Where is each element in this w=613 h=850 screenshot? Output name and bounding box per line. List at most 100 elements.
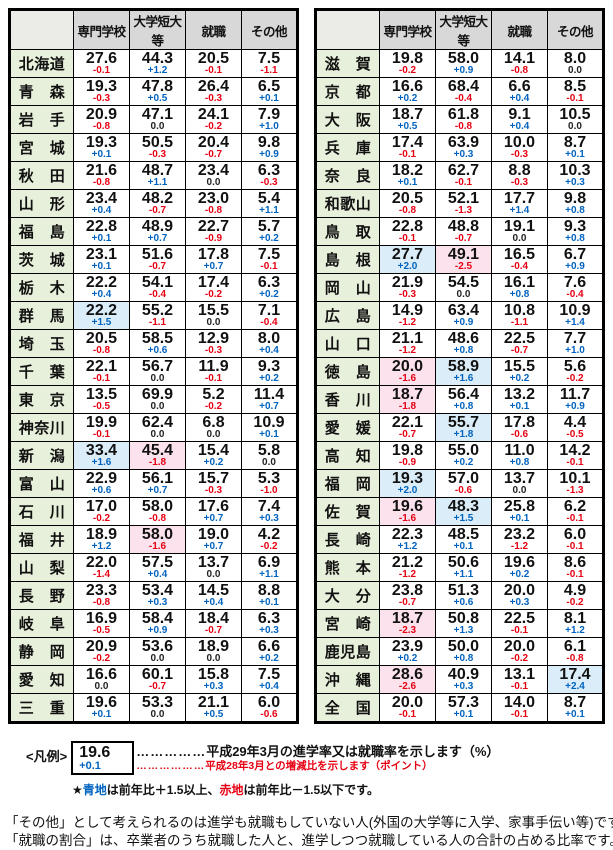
stat-delta: -0.3 bbox=[148, 148, 167, 160]
stat-value: 58.5 bbox=[141, 329, 174, 347]
stat-cell: 52.1 -1.3 bbox=[435, 189, 492, 218]
stat-cell: 6.1 -0.8 bbox=[547, 637, 604, 666]
stat-cell: 48.8 -0.7 bbox=[435, 217, 492, 246]
stat-value: 8.6 bbox=[563, 553, 587, 571]
stat-cell: 8.5 -0.1 bbox=[547, 77, 604, 106]
stat-delta: 0.0 bbox=[262, 456, 276, 468]
prefecture-row: 長 野 23.3 -0.8 53.4 +0.3 14.5 +0.4 8.8 +0.1 bbox=[9, 581, 298, 610]
legend-blue-word: 青地 bbox=[82, 783, 107, 797]
column-header: 専門学校 bbox=[73, 9, 130, 50]
stat-cell: 23.2 -1.2 bbox=[491, 525, 548, 554]
stat-cell: 17.4 -0.1 bbox=[379, 133, 436, 162]
stat-cell: 61.8 -0.8 bbox=[435, 105, 492, 134]
prefecture-row: 群 馬 22.2 +1.5 55.2 -1.1 15.5 0.0 7.1 -0.4 bbox=[9, 301, 298, 330]
prefecture-row: 茨 城 23.1 +0.1 51.6 -0.7 17.8 +0.7 7.5 -0.1 bbox=[9, 245, 298, 274]
stat-delta: -0.7 bbox=[204, 624, 223, 636]
stat-cell: 6.0 -0.6 bbox=[241, 693, 298, 723]
prefecture-name: 大 分 bbox=[315, 581, 380, 610]
stat-value: 7.9 bbox=[257, 105, 281, 123]
stat-delta: +2.4 bbox=[565, 680, 585, 692]
stat-delta: +0.4 bbox=[147, 568, 168, 580]
stat-value: 54.1 bbox=[141, 273, 174, 291]
stat-value: 23.9 bbox=[391, 637, 424, 655]
stat-delta: +1.4 bbox=[509, 204, 530, 216]
stat-cell: 16.9 -0.5 bbox=[73, 609, 130, 638]
stat-cell: 48.3 +1.5 bbox=[435, 497, 492, 526]
stat-cell: 23.9 +0.2 bbox=[379, 637, 436, 666]
stat-delta: -0.8 bbox=[510, 64, 529, 76]
prefecture-row: 沖 縄 28.6 -2.6 40.9 +0.3 13.1 -0.1 17.4 +2.4 bbox=[315, 665, 604, 694]
stat-value: 63.4 bbox=[447, 301, 480, 319]
stat-cell: 13.2 +0.1 bbox=[491, 385, 548, 414]
stat-delta: 0.0 bbox=[150, 120, 165, 132]
stat-value: 17.8 bbox=[503, 413, 536, 431]
stat-cell: 33.4 +1.6 bbox=[73, 441, 130, 470]
stat-cell: 6.0 -0.1 bbox=[547, 525, 604, 554]
stat-delta: +0.2 bbox=[509, 372, 530, 384]
stat-delta: +1.1 bbox=[259, 568, 279, 580]
stat-value: 22.1 bbox=[85, 357, 118, 375]
stat-delta: -0.7 bbox=[398, 596, 417, 608]
stat-delta: +0.8 bbox=[565, 232, 585, 244]
stat-delta: -0.2 bbox=[398, 64, 417, 76]
stat-delta: +0.6 bbox=[147, 344, 168, 356]
stat-value: 6.6 bbox=[508, 77, 531, 95]
stat-value: 13.7 bbox=[503, 469, 536, 487]
legend-line1: ……………平成29年3月の進学率又は就職率を示します（%） bbox=[136, 743, 499, 760]
stat-delta: 0.0 bbox=[512, 232, 527, 244]
stat-value: 20.0 bbox=[503, 581, 536, 599]
stat-cell: 6.9 +1.1 bbox=[241, 553, 298, 582]
stat-cell: 45.4 -1.8 bbox=[129, 441, 186, 470]
stat-value: 17.8 bbox=[197, 245, 230, 263]
header-row: 専門学校 大学短大等 就職 その他 bbox=[315, 9, 604, 50]
stat-cell: 25.8 +0.1 bbox=[491, 497, 548, 526]
stat-cell: 7.5 -1.1 bbox=[241, 49, 298, 78]
prefecture-row: 新 潟 33.4 +1.6 45.4 -1.8 15.4 +0.2 5.8 0.0 bbox=[9, 441, 298, 470]
stat-delta: -0.8 bbox=[92, 344, 111, 356]
stat-cell: 22.1 -0.1 bbox=[73, 357, 130, 386]
stat-delta: +0.2 bbox=[397, 652, 418, 664]
stat-delta: -1.1 bbox=[148, 316, 167, 328]
prefecture-row: 岩 手 20.9 -0.8 47.1 0.0 24.1 -0.2 7.9 +1.0 bbox=[9, 105, 298, 134]
stat-delta: 0.0 bbox=[568, 64, 582, 76]
stat-cell: 22.5 -0.1 bbox=[491, 609, 548, 638]
stat-delta: -0.3 bbox=[204, 484, 223, 496]
prefecture-row: 香 川 18.7 -1.8 56.4 +0.8 13.2 +0.1 11.7 +0.9 bbox=[315, 385, 604, 414]
stat-cell: 5.8 0.0 bbox=[241, 441, 298, 470]
stat-value: 7.5 bbox=[257, 49, 281, 67]
stat-cell: 23.0 -0.8 bbox=[185, 189, 242, 218]
prefecture-row: 福 井 18.9 +1.2 58.0 -1.6 19.0 +0.7 4.2 -0.2 bbox=[9, 525, 298, 554]
stat-value: 48.3 bbox=[447, 497, 480, 515]
stat-cell: 4.2 -0.2 bbox=[241, 525, 298, 554]
prefecture-row: 長 崎 22.3 +1.2 48.5 +0.1 23.2 -1.2 6.0 -0.1 bbox=[315, 525, 604, 554]
stat-delta: +0.3 bbox=[453, 680, 474, 692]
stat-delta: -0.1 bbox=[92, 428, 111, 440]
stat-cell: 22.8 +0.1 bbox=[73, 217, 130, 246]
stat-delta: +0.4 bbox=[91, 204, 112, 216]
stat-cell: 58.4 +0.9 bbox=[129, 609, 186, 638]
stat-value: 48.7 bbox=[141, 161, 174, 179]
stat-cell: 5.4 +1.1 bbox=[241, 189, 298, 218]
stat-delta: +0.7 bbox=[147, 232, 168, 244]
prefecture-row: 兵 庫 17.4 -0.1 63.9 +0.3 10.0 -0.3 8.7 +0.1 bbox=[315, 133, 604, 162]
prefecture-name: 徳 島 bbox=[315, 357, 380, 386]
stat-value: 48.2 bbox=[141, 189, 174, 207]
stat-value: 21.1 bbox=[391, 329, 424, 347]
stat-value: 22.5 bbox=[503, 609, 536, 627]
stat-value: 50.6 bbox=[447, 553, 480, 571]
stat-delta: +0.1 bbox=[453, 540, 474, 552]
stat-cell: 9.1 +0.4 bbox=[491, 105, 548, 134]
stat-value: 27.7 bbox=[391, 245, 424, 263]
stat-delta: +0.3 bbox=[259, 624, 279, 636]
stat-cell: 10.3 +0.3 bbox=[547, 161, 604, 190]
stat-value: 51.3 bbox=[447, 581, 480, 599]
stat-delta: +1.1 bbox=[147, 176, 168, 188]
stat-value: 6.0 bbox=[563, 525, 587, 543]
stat-value: 7.1 bbox=[257, 301, 281, 319]
stat-value: 8.1 bbox=[563, 609, 587, 627]
stat-cell: 68.4 -0.4 bbox=[435, 77, 492, 106]
prefecture-row: 千 葉 22.1 -0.1 56.7 0.0 11.9 -0.1 9.3 +0.2 bbox=[9, 357, 298, 386]
stat-cell: 19.6 -1.6 bbox=[379, 497, 436, 526]
prefecture-row: 埼 玉 20.5 -0.8 58.5 +0.6 12.9 -0.3 8.0 +0.4 bbox=[9, 329, 298, 358]
stat-cell: 17.8 +0.7 bbox=[185, 245, 242, 274]
